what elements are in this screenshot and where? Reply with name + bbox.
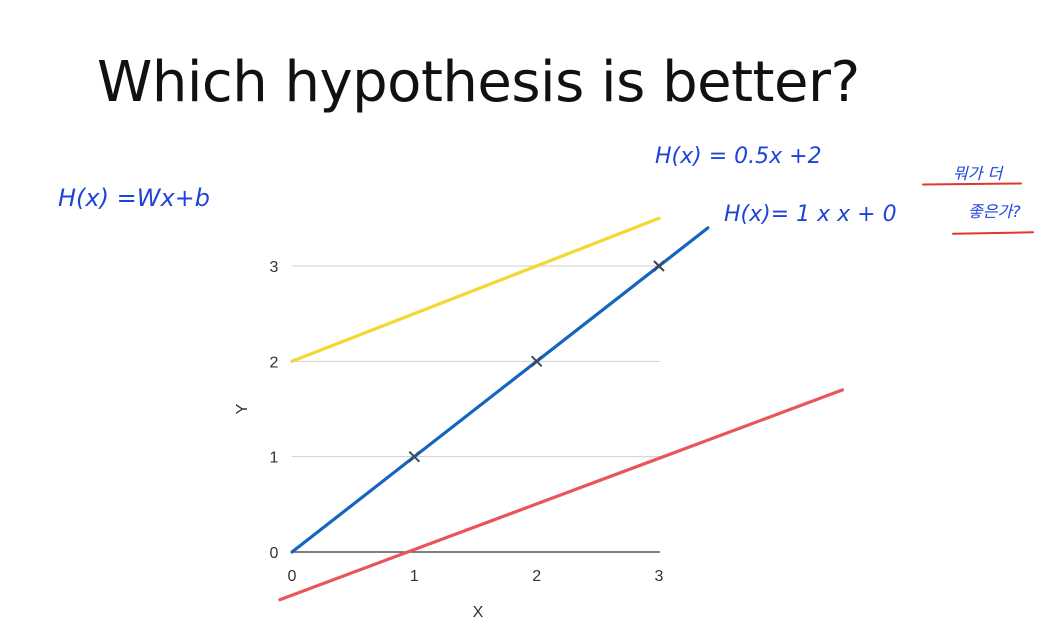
y-tick-label: 1 xyxy=(270,450,279,467)
question-note-line-2: 좋은가? xyxy=(968,202,1021,221)
x-tick-label: 0 xyxy=(288,568,297,585)
yellow-hypothesis-line xyxy=(290,216,661,363)
blue-line-equation-note: H(x)= 1 x x + 0 xyxy=(724,202,897,227)
slide-title: Which hypothesis is better? xyxy=(97,50,860,115)
data-point xyxy=(653,260,665,272)
y-tick-label: 2 xyxy=(270,354,279,371)
x-axis-label: X xyxy=(473,604,484,621)
points-layer xyxy=(408,260,665,463)
x-tick-label: 3 xyxy=(655,568,664,585)
blue-hypothesis-line xyxy=(290,226,710,554)
series-layer xyxy=(278,216,845,602)
y-tick-label: 3 xyxy=(270,259,279,276)
data-point xyxy=(408,450,421,463)
yellow-line-equation-note: H(x) = 0.5x +2 xyxy=(655,144,822,169)
data-point xyxy=(530,355,543,368)
x-tick-label: 2 xyxy=(532,568,541,585)
y-tick-label: 0 xyxy=(270,545,279,562)
question-note-line-1: 뭐가 더 xyxy=(953,164,1003,183)
red-hypothesis-line xyxy=(278,388,845,602)
ticks-layer: 0 1 2 3 0 1 2 3 xyxy=(270,259,664,585)
x-tick-label: 1 xyxy=(410,568,419,585)
general-hypothesis-note: H(x) =Wx+b xyxy=(58,184,210,212)
y-axis-label: Y xyxy=(234,403,251,414)
grid-layer xyxy=(292,265,660,553)
